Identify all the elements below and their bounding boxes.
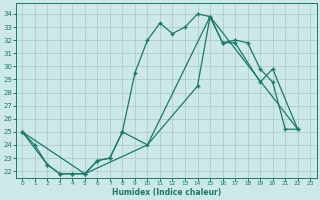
X-axis label: Humidex (Indice chaleur): Humidex (Indice chaleur): [112, 188, 221, 197]
